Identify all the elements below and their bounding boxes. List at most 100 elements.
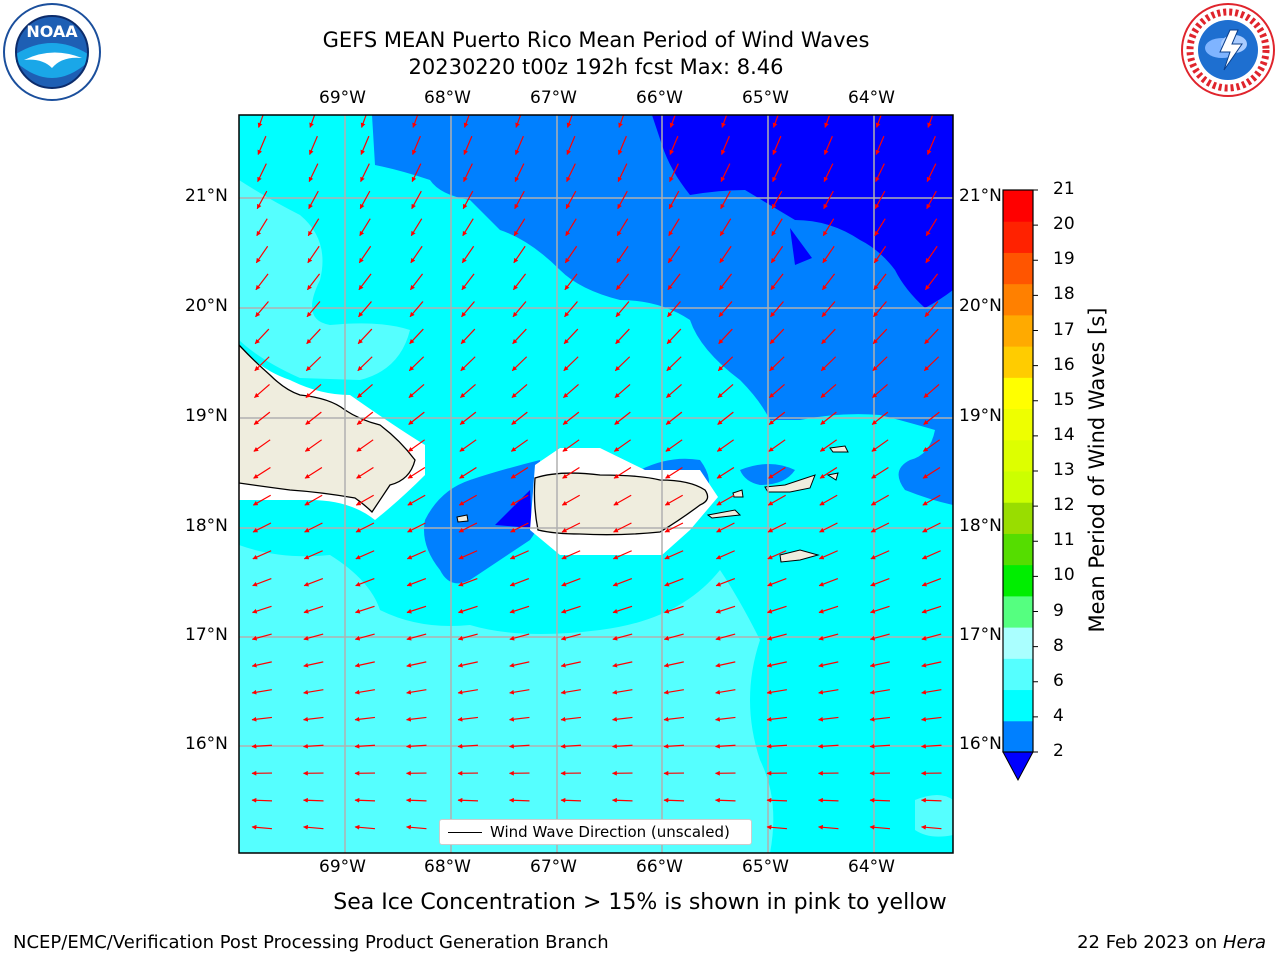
wind-arrow — [715, 550, 735, 560]
wind-arrow — [873, 301, 887, 318]
wind-arrow — [510, 522, 529, 533]
colorbar-tick-label: 2 — [1053, 741, 1064, 761]
colorbar-tick-label: 12 — [1053, 495, 1075, 516]
wind-arrow — [560, 633, 581, 641]
wind-arrow — [255, 301, 269, 318]
wind-arrow — [819, 439, 838, 452]
wind-arrow — [612, 577, 633, 587]
wind-arrow — [562, 411, 580, 425]
wind-arrow — [716, 522, 735, 533]
wind-arrow — [822, 218, 835, 237]
wind-arrow — [563, 328, 579, 345]
colorbar-segment — [1003, 689, 1033, 722]
wind-arrow — [305, 356, 322, 372]
wind-arrow — [354, 716, 376, 722]
colorbar-segment — [1003, 190, 1033, 222]
wind-arrow — [509, 716, 530, 722]
colorbar-segment — [1003, 314, 1033, 347]
wind-arrow — [457, 716, 479, 722]
wind-arrow — [562, 439, 580, 452]
wind-arrow — [819, 522, 838, 533]
wind-arrow — [715, 577, 736, 587]
wind-arrow — [614, 411, 631, 425]
wind-arrow — [663, 633, 684, 641]
wind-arrow — [715, 661, 736, 668]
wind-arrow — [922, 439, 941, 452]
wind-arrow — [870, 550, 890, 560]
wind-arrow — [354, 633, 375, 641]
ocean-field-below-2-pr — [495, 490, 532, 528]
wind-arrow — [715, 716, 736, 722]
wind-arrow — [824, 135, 833, 155]
colorbar-segment — [1003, 502, 1033, 534]
island-anegada — [829, 445, 849, 453]
wind-arrow — [615, 273, 630, 291]
wind-arrow — [564, 301, 578, 318]
wind-arrow — [561, 522, 581, 533]
colorbar-segment — [1003, 408, 1033, 441]
wind-arrow — [457, 661, 478, 668]
wind-direction-arrows — [251, 115, 942, 830]
wind-arrow — [407, 522, 426, 533]
wind-arrow — [614, 383, 631, 399]
wind-arrow — [457, 633, 478, 641]
wind-arrow — [875, 135, 885, 155]
wind-arrow — [717, 411, 734, 425]
wind-arrow — [869, 689, 890, 695]
wind-arrow — [560, 661, 581, 668]
wind-arrow — [921, 743, 942, 749]
wind-arrow — [355, 494, 374, 506]
wind-arrow — [513, 245, 526, 264]
wind-arrow — [406, 661, 427, 668]
wind-arrow — [770, 301, 784, 318]
wind-arrow — [255, 273, 269, 291]
wind-arrow — [257, 163, 267, 183]
wind-arrow — [406, 689, 427, 695]
wind-arrow — [406, 605, 427, 614]
wind-arrow — [924, 301, 939, 318]
wind-arrow — [664, 494, 683, 506]
wind-arrow — [511, 383, 528, 399]
wind-arrow — [869, 633, 890, 641]
colorbar-tick-label: 20 — [1053, 214, 1075, 235]
wind-arrow — [251, 743, 273, 749]
legend-line-swatch — [448, 832, 482, 833]
wind-arrow — [411, 190, 422, 210]
wind-arrow — [768, 467, 786, 479]
wind-arrow — [457, 689, 478, 695]
wind-arrow — [818, 550, 838, 560]
wind-arrow — [408, 411, 425, 425]
wind-arrow — [715, 689, 736, 695]
lon-label-bottom-66w: 66°W — [636, 857, 683, 877]
wind-arrow — [354, 689, 375, 695]
wind-arrow — [457, 743, 479, 749]
wind-arrow — [821, 328, 836, 345]
lon-label-bottom-69w: 69°W — [319, 857, 366, 877]
chart-title: GEFS MEAN Puerto Rico Mean Period of Win… — [322, 28, 870, 52]
wind-arrow — [923, 411, 940, 425]
lat-label-right-18n: 18°N — [959, 516, 1002, 536]
lon-label-bottom-65w: 65°W — [742, 857, 789, 877]
wind-arrow — [666, 383, 682, 399]
lat-label-right-16n: 16°N — [959, 734, 1002, 754]
wind-arrow — [720, 190, 731, 210]
wind-arrow — [871, 467, 889, 479]
wind-arrow — [771, 190, 783, 210]
wind-arrow — [560, 689, 581, 695]
wind-arrow — [669, 115, 676, 128]
wind-arrow — [566, 163, 576, 183]
ocean-field-6-8-southeast — [915, 795, 953, 837]
wind-arrow — [308, 163, 319, 183]
wind-arrow — [871, 411, 889, 425]
wind-arrow — [252, 550, 272, 560]
wind-arrow — [615, 301, 630, 318]
wind-arrow — [253, 411, 271, 425]
chart-subtitle: 20230220 t00z 192h fcst Max: 8.46 — [408, 55, 784, 79]
wind-arrow — [921, 797, 942, 803]
wind-arrow — [616, 218, 629, 237]
wind-arrow — [509, 743, 530, 749]
lon-label-top-67w: 67°W — [530, 88, 577, 108]
colorbar-tick-label: 16 — [1053, 354, 1075, 375]
ocean-field-below-2-patch — [790, 228, 812, 265]
wind-arrow — [253, 467, 271, 479]
